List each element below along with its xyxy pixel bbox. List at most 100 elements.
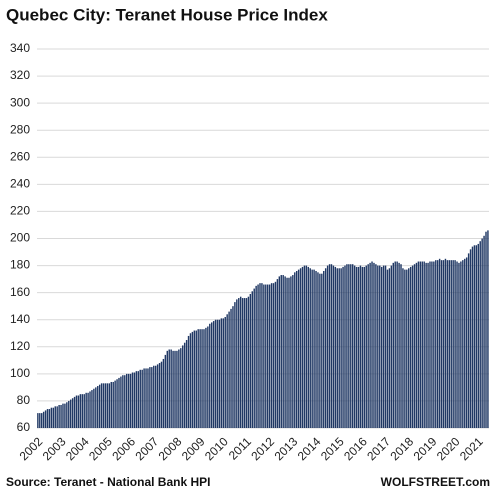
bar <box>176 350 178 428</box>
bar <box>149 367 151 428</box>
y-tick-label: 220 <box>10 204 30 218</box>
bar <box>241 298 244 428</box>
bar <box>216 319 219 428</box>
bar <box>382 265 385 428</box>
bar <box>124 375 126 428</box>
bar <box>452 260 454 428</box>
bar <box>52 407 55 428</box>
bar <box>100 383 103 428</box>
bar <box>197 329 199 428</box>
y-tick-label: 140 <box>10 312 30 326</box>
bar <box>191 331 194 428</box>
bar <box>377 265 379 428</box>
bar <box>127 373 130 428</box>
bar <box>108 383 111 428</box>
y-tick-label: 240 <box>10 177 30 191</box>
bar <box>106 383 109 428</box>
bar <box>394 261 396 428</box>
bar <box>166 350 169 428</box>
bar <box>294 272 296 428</box>
bar <box>205 327 207 428</box>
bar <box>267 284 269 428</box>
y-tick-label: 260 <box>10 149 30 163</box>
bar <box>153 365 155 428</box>
x-tick-label: 2004 <box>63 434 92 463</box>
bar <box>438 258 441 428</box>
bar <box>323 270 325 428</box>
y-tick-label: 120 <box>10 339 30 353</box>
bar <box>280 275 282 428</box>
bar <box>209 323 211 428</box>
bar <box>75 395 78 428</box>
bar <box>41 413 43 428</box>
bar <box>226 314 228 428</box>
bar <box>435 260 437 428</box>
y-tick-label: 340 <box>10 41 30 55</box>
bar <box>39 413 41 428</box>
bar <box>386 269 389 428</box>
bar <box>299 268 302 428</box>
bar <box>290 276 292 428</box>
bar <box>473 245 476 428</box>
bar <box>384 265 387 428</box>
bar <box>462 260 464 428</box>
x-tick-label: 2003 <box>40 434 69 463</box>
bar <box>201 329 203 428</box>
bar <box>228 311 230 428</box>
bar <box>66 402 68 428</box>
bar <box>270 283 273 428</box>
bar <box>145 368 147 428</box>
x-tick-label: 2015 <box>318 434 347 463</box>
bar <box>346 264 348 428</box>
bar <box>263 284 265 428</box>
bar <box>168 349 170 428</box>
bar <box>342 266 344 428</box>
bar <box>131 372 134 428</box>
x-tick-label: 2013 <box>272 434 301 463</box>
bar <box>361 266 364 428</box>
bar <box>436 260 439 428</box>
bar <box>315 270 317 428</box>
bar <box>423 261 425 428</box>
bar <box>174 350 176 428</box>
bar <box>154 365 157 428</box>
bar <box>471 246 474 428</box>
bar <box>388 268 391 428</box>
bar <box>305 265 308 428</box>
bar <box>276 279 279 428</box>
x-tick-label: 2007 <box>132 434 161 463</box>
bar <box>417 261 420 428</box>
bar <box>143 368 145 428</box>
bar <box>400 264 402 428</box>
bar <box>255 285 257 428</box>
bar <box>62 403 64 428</box>
bar <box>95 387 97 428</box>
bar <box>193 330 196 428</box>
bar <box>431 261 433 428</box>
bar <box>292 275 294 428</box>
bar <box>421 261 423 428</box>
bar <box>446 260 449 428</box>
bar <box>284 276 286 428</box>
bar <box>164 354 167 428</box>
x-tick-label: 2009 <box>179 434 208 463</box>
y-tick-label: 280 <box>10 122 30 136</box>
x-tick-label: 2021 <box>457 434 486 463</box>
bar <box>199 329 201 428</box>
bar <box>261 283 263 428</box>
bar <box>429 261 431 428</box>
bar <box>230 308 232 428</box>
bar <box>278 276 281 428</box>
bar <box>253 288 255 428</box>
bar <box>371 261 373 428</box>
bar <box>311 269 313 428</box>
bar <box>56 406 58 428</box>
bar <box>172 350 174 428</box>
bar <box>243 298 246 428</box>
bar <box>433 261 435 428</box>
bar <box>288 277 290 428</box>
bar <box>392 262 395 428</box>
bar <box>469 249 472 428</box>
bar <box>481 238 483 428</box>
bar <box>81 394 84 428</box>
